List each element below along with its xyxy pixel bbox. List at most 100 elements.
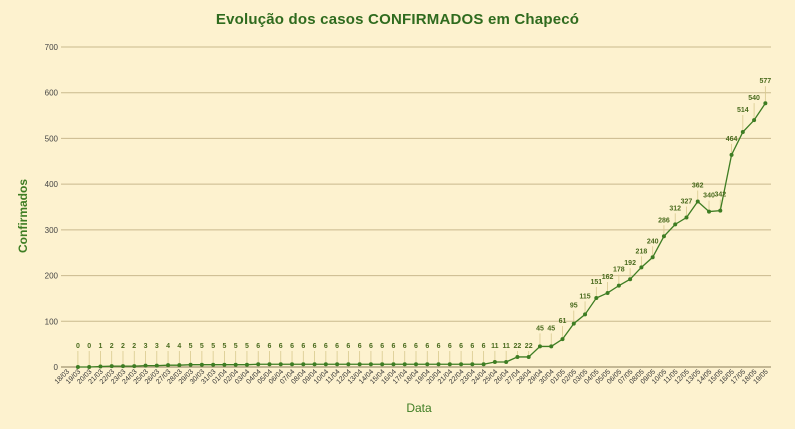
y-axis-label: Confirmados — [16, 179, 30, 253]
data-point — [605, 290, 610, 295]
data-label: 540 — [748, 95, 760, 102]
data-point — [120, 364, 125, 369]
data-point — [346, 362, 351, 367]
data-point — [75, 365, 80, 369]
data-point — [323, 362, 328, 367]
data-point — [244, 362, 249, 367]
data-label: 22 — [525, 343, 533, 350]
data-label: 5 — [211, 343, 215, 350]
data-point — [199, 362, 204, 367]
data-label: 6 — [335, 343, 339, 350]
data-label: 178 — [613, 267, 625, 274]
data-label: 5 — [234, 343, 238, 350]
y-tick-label: 500 — [45, 134, 59, 143]
data-label: 240 — [647, 238, 659, 245]
series-line — [77, 102, 766, 368]
data-point — [729, 152, 734, 157]
x-axis-label: Data — [406, 401, 432, 415]
data-point — [526, 354, 531, 359]
data-point — [549, 344, 554, 349]
data-label: 192 — [624, 260, 636, 267]
data-label: 6 — [437, 343, 441, 350]
data-point — [459, 362, 464, 367]
data-point — [301, 362, 306, 367]
data-point — [278, 362, 283, 367]
data-label: 115 — [579, 293, 590, 300]
data-point — [594, 295, 599, 300]
data-label: 162 — [602, 274, 614, 281]
data-point — [707, 209, 712, 214]
x-axis-ticks: 18/0319/0320/0321/0322/0323/0324/0325/03… — [54, 368, 770, 385]
data-label: 2 — [132, 343, 136, 350]
data-point — [695, 199, 700, 204]
data-label: 0 — [87, 343, 91, 350]
data-point — [470, 362, 475, 367]
data-label: 6 — [268, 343, 272, 350]
data-point — [233, 362, 238, 367]
data-label: 5 — [245, 343, 249, 350]
data-label: 151 — [590, 279, 602, 286]
data-label: 6 — [358, 343, 362, 350]
data-label: 6 — [313, 343, 317, 350]
data-point — [357, 362, 362, 367]
data-point — [109, 364, 114, 369]
data-label: 45 — [547, 325, 555, 332]
data-label: 312 — [669, 205, 681, 212]
data-label: 6 — [290, 343, 294, 350]
data-label: 2 — [110, 343, 114, 350]
data-point — [87, 365, 92, 369]
data-label: 6 — [279, 343, 283, 350]
data-label: 3 — [144, 343, 148, 350]
data-label: 6 — [380, 343, 384, 350]
data-label: 6 — [425, 343, 429, 350]
data-point — [425, 362, 430, 367]
data-label: 362 — [692, 183, 704, 190]
data-label: 286 — [658, 217, 670, 224]
data-point — [154, 363, 159, 368]
data-point — [143, 363, 148, 368]
y-tick-label: 0 — [54, 363, 59, 372]
data-label: 11 — [502, 343, 510, 350]
data-label: 464 — [726, 136, 738, 143]
data-label: 3 — [155, 343, 159, 350]
data-label: 11 — [491, 343, 499, 350]
data-point — [492, 359, 497, 364]
data-point — [166, 363, 171, 368]
data-labels: 0 0 1 2 2 2 3 3 4 4 5 5 5 5 5 5 6 6 6 6 6 6 6 6 6 6 6 6 6 6 6 6 6 6 6 6 6 11 1… — [76, 78, 771, 350]
data-label: 4 — [166, 343, 170, 350]
data-point — [571, 321, 576, 326]
data-point — [132, 364, 137, 369]
data-point — [752, 118, 757, 123]
data-label: 45 — [536, 325, 544, 332]
data-label: 6 — [369, 343, 373, 350]
data-label: 218 — [636, 248, 648, 255]
data-point — [504, 359, 509, 364]
data-label: 0 — [76, 343, 80, 350]
data-label: 1 — [98, 343, 102, 350]
data-label: 6 — [301, 343, 305, 350]
y-axis-ticks: 0 100 200 300 400 500 600 700 — [45, 43, 59, 372]
data-label: 6 — [392, 343, 396, 350]
y-tick-label: 700 — [45, 43, 59, 52]
data-label: 6 — [470, 343, 474, 350]
data-point — [639, 265, 644, 270]
data-label: 6 — [324, 343, 328, 350]
data-label: 6 — [482, 343, 486, 350]
y-tick-label: 400 — [45, 180, 59, 189]
data-label: 5 — [222, 343, 226, 350]
data-point — [515, 354, 520, 359]
data-label: 61 — [559, 318, 567, 325]
data-point — [436, 362, 441, 367]
data-point — [211, 362, 216, 367]
data-point — [222, 362, 227, 367]
data-label: 342 — [714, 192, 726, 199]
data-point — [650, 255, 655, 260]
data-label: 577 — [760, 78, 772, 85]
data-point — [391, 362, 396, 367]
data-point — [256, 362, 261, 367]
data-point — [628, 277, 633, 282]
data-label: 6 — [448, 343, 452, 350]
y-tick-label: 300 — [45, 226, 59, 235]
